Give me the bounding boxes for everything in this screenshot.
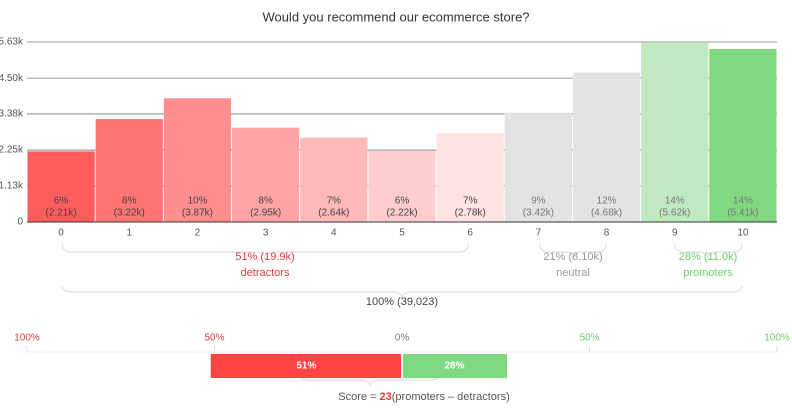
value-label: (2.22k)	[386, 208, 417, 219]
x-tick-label: 6	[467, 228, 473, 239]
bar	[232, 127, 300, 222]
x-tick-label: 4	[331, 228, 337, 239]
x-tick-label: 2	[195, 228, 201, 239]
percent-label: 12%	[597, 196, 617, 207]
scale-tick-label: 50%	[204, 333, 224, 344]
group-label: 28% (11.0k)	[679, 251, 738, 263]
y-tick-label: 4.50k	[0, 73, 24, 84]
value-label: (5.62k)	[659, 208, 690, 219]
value-label: (2.95k)	[250, 208, 281, 219]
brace	[539, 243, 607, 261]
group-label: 51% (19.9k)	[235, 251, 294, 263]
x-tick-label: 5	[399, 228, 405, 239]
value-label: (3.87k)	[182, 208, 213, 219]
scale-tick-label: 50%	[579, 333, 599, 344]
bar	[504, 112, 572, 222]
score-part: 23	[380, 391, 392, 403]
y-tick-label: 2.25k	[0, 145, 24, 156]
group-label: 21% (8.10k)	[543, 251, 602, 263]
y-tick-label: 3.38k	[0, 109, 24, 120]
bar	[163, 98, 232, 222]
x-tick-label: 1	[126, 228, 132, 239]
percent-label: 14%	[665, 196, 685, 207]
score-part: (promoters – detractors)	[392, 391, 510, 403]
percent-label: 9%	[531, 196, 546, 207]
group-name: promoters	[683, 267, 733, 279]
detractor-bar	[210, 354, 402, 378]
value-label: (2.78k)	[455, 208, 486, 219]
x-tick-label: 3	[263, 228, 269, 239]
scale-tick-label: 100%	[764, 333, 790, 344]
scale-tick-label: 0%	[395, 333, 410, 344]
value-label: (4.68k)	[591, 208, 622, 219]
value-label: (2.64k)	[318, 208, 349, 219]
brace	[61, 285, 743, 299]
promoter-label: 28%	[444, 361, 464, 372]
x-tick-label: 8	[604, 228, 610, 239]
y-tick-label: 0	[17, 217, 23, 228]
scale-tick-label: 100%	[14, 333, 40, 344]
percent-label: 7%	[463, 196, 478, 207]
percent-label: 7%	[327, 196, 342, 207]
brace	[299, 373, 441, 387]
group-name: detractors	[241, 267, 290, 279]
value-label: (3.42k)	[523, 208, 554, 219]
detractor-label: 51%	[296, 361, 316, 372]
score-part: Score =	[338, 391, 379, 403]
percent-label: 14%	[733, 196, 753, 207]
score-text: Score = 23(promoters – detractors)	[338, 391, 510, 403]
total-label: 100% (39,023)	[366, 296, 438, 308]
bar	[641, 42, 709, 222]
bar	[300, 137, 368, 222]
chart-title: Would you recommend our ecommerce store?	[262, 9, 529, 24]
y-tick-label: 5.63k	[0, 37, 24, 48]
bar	[436, 133, 504, 222]
bar	[27, 151, 95, 222]
bar	[368, 151, 436, 222]
bar	[95, 119, 163, 222]
value-label: (3.22k)	[114, 208, 145, 219]
group-name: neutral	[556, 267, 590, 279]
bar	[572, 72, 641, 222]
value-label: (5.41k)	[727, 208, 758, 219]
percent-label: 8%	[122, 196, 137, 207]
percent-label: 6%	[395, 196, 410, 207]
x-tick-label: 10	[737, 228, 749, 239]
x-tick-label: 9	[672, 228, 678, 239]
y-tick-label: 1.13k	[0, 181, 24, 192]
value-label: (2.21k)	[46, 208, 77, 219]
percent-label: 6%	[54, 196, 69, 207]
brace	[674, 243, 743, 261]
bar	[709, 49, 777, 222]
promoter-bar	[402, 354, 507, 378]
percent-label: 8%	[258, 196, 273, 207]
percent-label: 10%	[187, 196, 207, 207]
x-tick-label: 7	[536, 228, 542, 239]
brace	[61, 243, 469, 261]
x-tick-label: 0	[58, 228, 64, 239]
